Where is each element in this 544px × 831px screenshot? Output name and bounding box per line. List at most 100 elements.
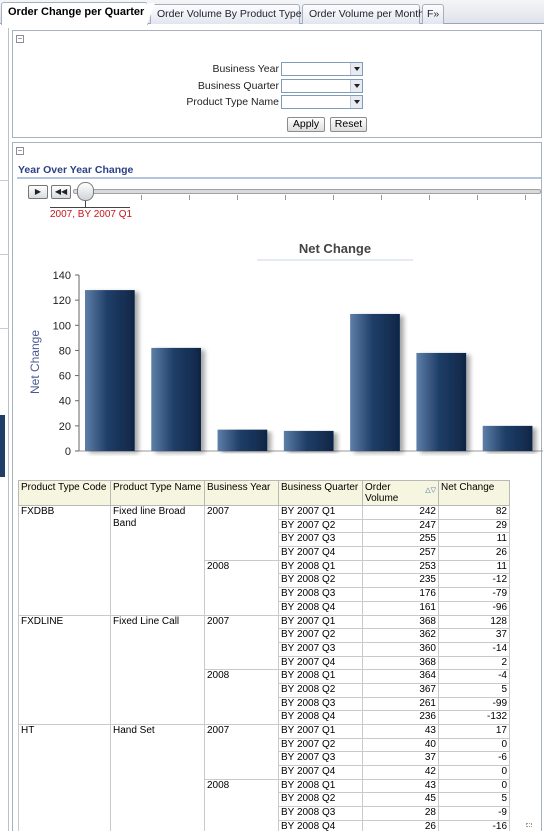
year-over-year-panel: − Year Over Year Change ▶ ◀◀ 2007, BY 20… bbox=[12, 142, 543, 831]
product-type-code-cell: HT bbox=[18, 724, 111, 831]
business-quarter-cell: BY 2008 Q3 bbox=[278, 696, 363, 712]
table-row: BY 2008 Q4 161 -96 bbox=[19, 600, 510, 616]
order-volume-cell: 43 bbox=[362, 724, 439, 739]
slider-tick bbox=[477, 195, 478, 200]
product-type-label: Product Type Name bbox=[186, 96, 279, 108]
slider-track[interactable] bbox=[73, 189, 541, 194]
column-header-business-quarter[interactable]: Business Quarter bbox=[278, 480, 363, 506]
column-header-net-change[interactable]: Net Change bbox=[438, 480, 510, 506]
tab-more[interactable]: F» bbox=[422, 4, 444, 24]
scroll-indicator bbox=[526, 823, 532, 827]
reset-button[interactable]: Reset bbox=[330, 117, 367, 132]
chevron-down-icon[interactable] bbox=[350, 63, 362, 75]
net-change-cell: 17 bbox=[438, 724, 510, 739]
table-row: BY 2008 Q4 26 -16 bbox=[19, 819, 510, 831]
business-year-cell: 2007 bbox=[204, 505, 279, 561]
bar[interactable] bbox=[416, 352, 467, 451]
business-year-select[interactable] bbox=[281, 62, 363, 76]
bar[interactable] bbox=[283, 430, 334, 451]
net-change-cell: 5 bbox=[438, 792, 510, 808]
table-row: BY 2007 Q4 257 26 bbox=[19, 546, 510, 561]
business-quarter-cell: BY 2008 Q3 bbox=[278, 806, 363, 821]
slider-label-underline bbox=[50, 207, 130, 208]
column-header-product-type-name[interactable]: Product Type Name bbox=[110, 480, 205, 506]
tab-strip: Order Change per Quarter Order Volume By… bbox=[0, 0, 544, 25]
net-change-cell: -9 bbox=[438, 806, 510, 821]
table-row: BY 2007 Q4 368 2 bbox=[19, 655, 510, 671]
order-volume-cell: 261 bbox=[362, 696, 439, 712]
tab-order-change-per-quarter[interactable]: Order Change per Quarter bbox=[1, 2, 155, 25]
sort-icon[interactable]: △▽ bbox=[425, 487, 436, 494]
table-row: FXDLINE Fixed Line Call 2007 BY 2007 Q1 368 1… bbox=[18, 614, 510, 725]
left-pane-divider bbox=[0, 254, 9, 255]
slider-tick bbox=[237, 195, 238, 200]
order-volume-cell: 368 bbox=[362, 655, 439, 671]
slider-tick bbox=[525, 195, 526, 200]
chevron-down-icon[interactable] bbox=[350, 80, 362, 92]
business-year-cell: 2007 bbox=[204, 614, 279, 671]
net-change-cell: -4 bbox=[438, 669, 510, 684]
net-change-cell: -14 bbox=[438, 641, 510, 657]
apply-button[interactable]: Apply bbox=[287, 117, 325, 132]
business-quarter-label: Business Quarter bbox=[197, 80, 279, 92]
product-type-select[interactable] bbox=[281, 95, 363, 109]
table-row: BY 2007 Q2 247 29 bbox=[19, 518, 510, 534]
business-quarter-cell: BY 2008 Q1 bbox=[278, 669, 363, 684]
business-quarter-cell: BY 2007 Q4 bbox=[278, 765, 363, 780]
bar[interactable] bbox=[85, 290, 135, 451]
column-header-business-year[interactable]: Business Year bbox=[204, 480, 279, 506]
net-change-cell: -6 bbox=[438, 751, 510, 767]
bar-series bbox=[85, 290, 533, 451]
business-quarter-select[interactable] bbox=[281, 79, 363, 93]
business-quarter-cell: BY 2008 Q4 bbox=[278, 600, 363, 616]
business-year-cell: 2007 bbox=[204, 724, 279, 780]
business-quarter-cell: BY 2008 Q4 bbox=[278, 710, 363, 725]
collapse-prompts-icon[interactable]: − bbox=[16, 34, 24, 43]
y-tick-label: 100 bbox=[53, 320, 71, 332]
tab-order-volume-by-product-type[interactable]: Order Volume By Product Type bbox=[150, 4, 302, 24]
collapse-section-icon[interactable]: − bbox=[16, 146, 24, 155]
net-change-chart: Net Change Net Change 0 20 40 60 80 100 120 140 bbox=[28, 241, 543, 456]
tab-order-volume-per-month[interactable]: Order Volume per Month bbox=[302, 4, 424, 24]
business-quarter-cell: BY 2007 Q3 bbox=[278, 751, 363, 767]
order-volume-cell: 367 bbox=[362, 682, 439, 698]
column-header-order-volume[interactable]: △▽ Order Volume bbox=[362, 480, 439, 506]
y-tick-label: 20 bbox=[59, 421, 71, 433]
net-change-cell: 0 bbox=[438, 778, 510, 794]
column-header-product-type-code[interactable]: Product Type Code bbox=[18, 480, 111, 506]
order-volume-cell: 37 bbox=[362, 751, 439, 767]
net-change-cell: -132 bbox=[438, 710, 510, 725]
net-change-cell: 26 bbox=[438, 546, 510, 561]
business-quarter-cell: BY 2007 Q2 bbox=[278, 518, 363, 534]
chevron-down-icon[interactable] bbox=[350, 96, 362, 108]
order-volume-cell: 257 bbox=[362, 546, 439, 561]
product-type-name-cell: Hand Set bbox=[110, 724, 205, 831]
bar[interactable] bbox=[350, 313, 400, 451]
slider-thumb[interactable] bbox=[77, 182, 94, 201]
section-divider bbox=[17, 177, 541, 179]
table-row: HT Hand Set 2007 BY 2007 Q1 43 17 bbox=[18, 724, 510, 831]
table-header-row: Product Type Code Product Type Name Busi… bbox=[18, 480, 510, 506]
net-change-cell: 82 bbox=[438, 505, 510, 520]
table-row: 2008 BY 2008 Q1 253 11 bbox=[19, 559, 510, 616]
order-volume-cell: 42 bbox=[362, 765, 439, 780]
net-change-cell: -79 bbox=[438, 587, 510, 602]
rewind-icon[interactable]: ◀◀ bbox=[51, 185, 71, 199]
y-tick-label: 140 bbox=[53, 270, 71, 282]
y-tick-label: 120 bbox=[53, 295, 71, 307]
table-row: BY 2008 Q3 28 -9 bbox=[19, 806, 510, 821]
bar[interactable] bbox=[482, 425, 533, 451]
play-icon[interactable]: ▶ bbox=[28, 185, 48, 199]
table-row: BY 2008 Q3 261 -99 bbox=[19, 696, 510, 712]
slider-pointer bbox=[85, 201, 86, 207]
bar[interactable] bbox=[217, 429, 268, 451]
business-quarter-row: Business Quarter bbox=[13, 79, 543, 95]
net-change-cell: -96 bbox=[438, 600, 510, 616]
prompts-panel: − Business Year Business Quarter Product… bbox=[12, 30, 542, 138]
order-volume-cell: 368 bbox=[362, 614, 439, 630]
slider-tick bbox=[429, 195, 430, 200]
bar[interactable] bbox=[151, 347, 201, 451]
business-year-cell: 2008 bbox=[204, 778, 279, 831]
net-change-cell: 5 bbox=[438, 682, 510, 698]
business-quarter-cell: BY 2008 Q2 bbox=[278, 792, 363, 808]
